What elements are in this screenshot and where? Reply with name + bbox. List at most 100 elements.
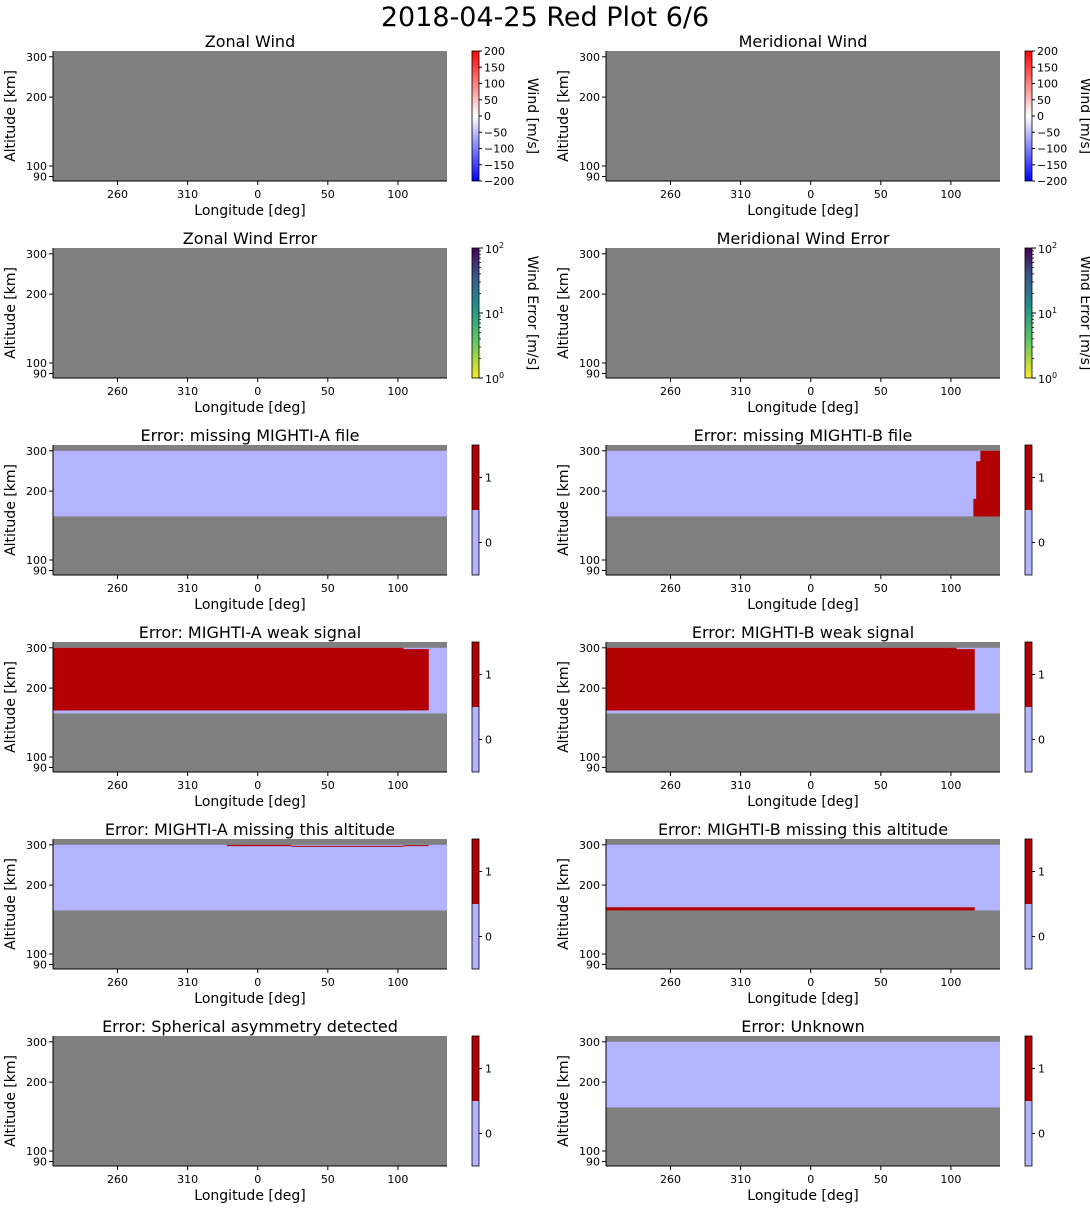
colorbar-gradient: [472, 51, 479, 181]
colorbar-tick-label: −150: [484, 159, 514, 172]
colorbar-swatch-1: [472, 839, 479, 904]
colorbar-frame: [1024, 1035, 1033, 1167]
colorbar-tick-label: 150: [1037, 61, 1058, 74]
x-axis-label: Longitude [deg]: [747, 794, 858, 810]
x-axis-label: Longitude [deg]: [747, 1188, 858, 1204]
x-tick-label: 50: [321, 582, 335, 595]
y-axis-label: Altitude [km]: [3, 858, 19, 950]
x-tick-label: 310: [730, 1173, 751, 1186]
x-tick-label: 100: [387, 582, 408, 595]
y-axis-label: Altitude [km]: [3, 661, 19, 753]
x-axis-label: Longitude [deg]: [747, 203, 858, 219]
x-axis-label: Longitude [deg]: [747, 991, 858, 1007]
x-axis-label: Longitude [deg]: [194, 597, 305, 613]
x-axis-label: Longitude [deg]: [194, 794, 305, 810]
colorbar-tick-label: 1: [485, 866, 492, 879]
y-tick-label: 200: [579, 91, 600, 104]
y-axis-label: Altitude [km]: [556, 464, 572, 556]
y-tick-label: 90: [33, 170, 47, 183]
colorbar-swatch-0: [472, 1101, 479, 1166]
y-tick-label: 300: [579, 1036, 600, 1049]
x-axis-label: Longitude [deg]: [194, 400, 305, 416]
colorbar-tick-label: 100: [1037, 78, 1058, 91]
y-tick-label: 200: [579, 879, 600, 892]
colorbar-tick-label: 100: [485, 371, 504, 386]
colorbar: 10: [471, 641, 492, 773]
x-tick-label: 50: [321, 188, 335, 201]
x-tick-label: 50: [874, 976, 888, 989]
y-tick-label: 100: [26, 948, 47, 961]
colorbar-frame: [1024, 444, 1033, 576]
x-tick-label: 50: [874, 779, 888, 792]
colorbar-tick-label: 0: [485, 734, 492, 747]
colorbar-tick-label: 1: [1038, 669, 1045, 682]
y-tick-label: 300: [26, 839, 47, 852]
x-tick-label: 0: [807, 385, 814, 398]
x-tick-label: 310: [730, 188, 751, 201]
colorbar-tick-label: 200: [1037, 45, 1058, 58]
colorbar-tick-label: −100: [484, 143, 514, 156]
x-tick-label: 260: [660, 385, 681, 398]
colorbar-tick-label: 200: [484, 45, 505, 58]
x-tick-label: 0: [254, 188, 261, 201]
colorbar: 10: [1024, 838, 1045, 970]
y-axis-label: Altitude [km]: [556, 1055, 572, 1147]
y-axis-label: Altitude [km]: [556, 70, 572, 162]
x-tick-label: 260: [107, 582, 128, 595]
x-tick-label: 50: [874, 1173, 888, 1186]
colorbar-tick-label: 1: [1038, 472, 1045, 485]
colorbar-tick-label: 102: [485, 241, 504, 256]
colorbar-tick-label: 50: [1037, 94, 1051, 107]
colorbar: 10: [1024, 641, 1045, 773]
y-tick-label: 300: [579, 642, 600, 655]
x-tick-label: 310: [730, 779, 751, 792]
y-tick-label: 100: [579, 160, 600, 173]
colorbar-frame: [471, 641, 480, 773]
plot-area: [606, 248, 1000, 378]
panel-title: Meridional Wind: [739, 32, 868, 51]
colorbar-tick-label: 0: [484, 110, 491, 123]
x-tick-label: 100: [387, 188, 408, 201]
panel-title: Zonal Wind Error: [183, 229, 318, 248]
colorbar-swatch-0: [1025, 510, 1032, 575]
x-tick-label: 100: [387, 976, 408, 989]
y-tick-label: 200: [26, 485, 47, 498]
colorbar-swatch-0: [472, 707, 479, 772]
x-tick-label: 260: [107, 1173, 128, 1186]
x-tick-label: 260: [660, 779, 681, 792]
colorbar-tick-label: −200: [484, 175, 514, 188]
colorbar: 102 101 100 Wind Error [m/s]: [471, 241, 540, 386]
x-tick-label: 310: [177, 385, 198, 398]
y-tick-label: 300: [579, 445, 600, 458]
flag-zero-band: [53, 844, 447, 911]
flag-one-region: [53, 695, 422, 711]
flag-zero-band: [606, 844, 1000, 911]
colorbar: 10: [1024, 444, 1045, 576]
colorbar-tick-label: 1: [485, 1063, 492, 1076]
y-tick-label: 100: [26, 357, 47, 370]
colorbar-tick-label: 101: [485, 306, 504, 321]
colorbar-frame: [471, 838, 480, 970]
flag-one-region: [606, 907, 975, 911]
x-axis-label: Longitude [deg]: [194, 1188, 305, 1204]
x-tick-label: 0: [807, 582, 814, 595]
panel-title: Meridional Wind Error: [717, 229, 890, 248]
y-tick-label: 200: [579, 485, 600, 498]
y-tick-label: 200: [26, 1076, 47, 1089]
y-tick-label: 100: [26, 160, 47, 173]
colorbar-tick-label: 0: [485, 931, 492, 944]
x-tick-label: 0: [254, 976, 261, 989]
y-tick-label: 90: [586, 958, 600, 971]
x-tick-label: 260: [107, 779, 128, 792]
panel-title: Error: missing MIGHTI-A file: [141, 426, 360, 445]
y-tick-label: 100: [579, 1145, 600, 1158]
y-tick-label: 200: [579, 682, 600, 695]
